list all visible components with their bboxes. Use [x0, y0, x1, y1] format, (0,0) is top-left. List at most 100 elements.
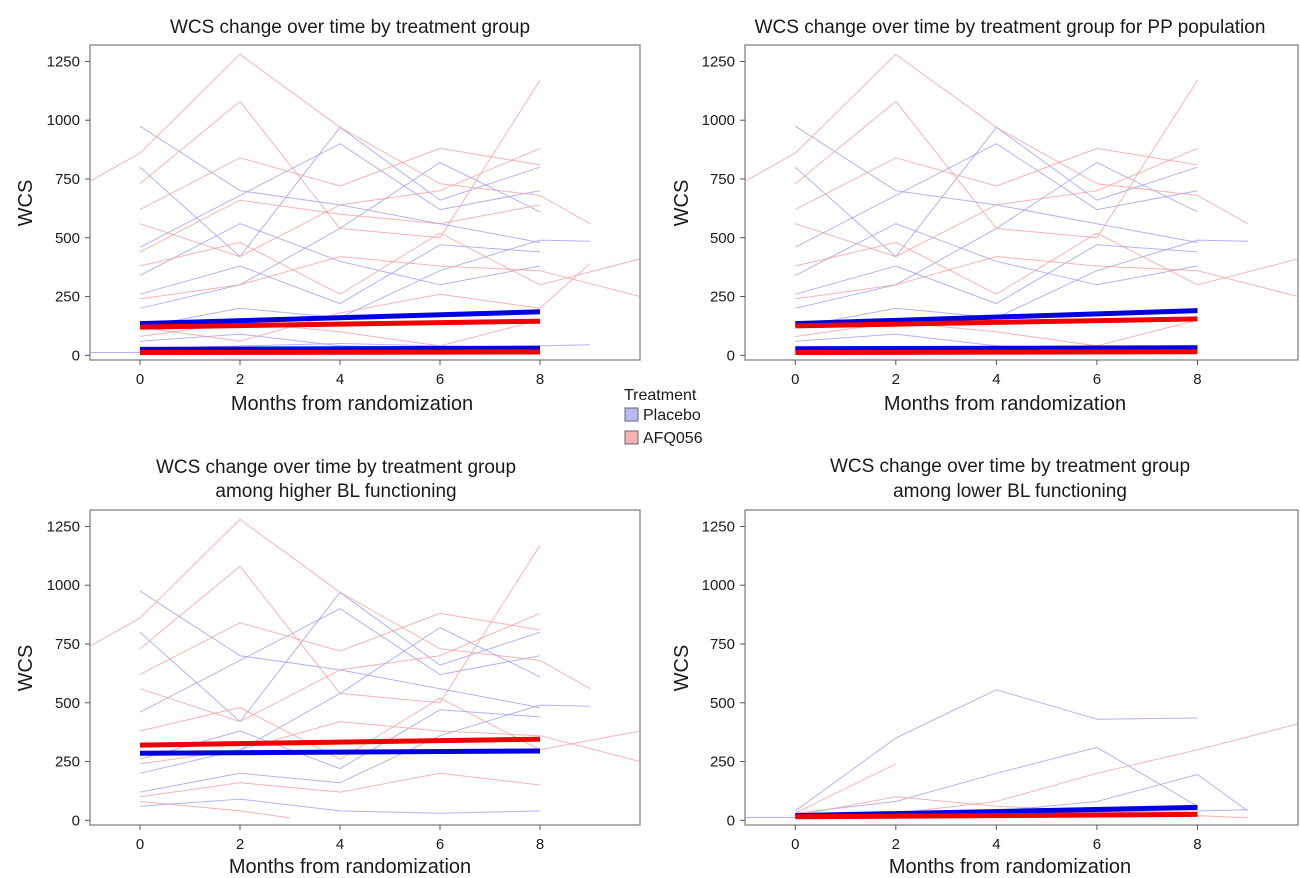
mean-line-afq056: [139, 736, 541, 748]
panel-title-line1: WCS change over time by treatment group: [156, 457, 516, 478]
panel-higher-bl: 0 2 4 6 8 0 250 500 750 1000 1250 WCS change over …: [15, 457, 641, 878]
x-tick-label: 8: [1193, 371, 1201, 388]
series-line-afq056: [139, 256, 641, 300]
series-line-placebo: [139, 143, 541, 248]
x-axis-label: Months from randomization: [889, 856, 1131, 878]
y-axis-label: WCS: [671, 180, 693, 227]
mean-line-placebo: [139, 748, 541, 756]
x-tick-label: 6: [1093, 836, 1101, 853]
series-line-afq056: [139, 263, 591, 342]
panel-lower-bl: 0 2 4 6 8 0 250 500 750 1000 1250 WCS change over …: [671, 456, 1299, 878]
series-line-afq056: [794, 80, 1198, 239]
series-line-placebo: [139, 244, 541, 305]
y-tick-label: 0: [72, 347, 80, 364]
y-axis-label: WCS: [671, 645, 693, 692]
x-tick-label: 8: [1193, 836, 1201, 853]
legend-swatch-placebo: [624, 407, 639, 422]
y-tick-label: 1250: [47, 518, 80, 535]
mean-line-afq056: [795, 316, 1198, 329]
series-line-placebo: [795, 746, 1198, 814]
x-tick-label: 0: [791, 371, 799, 388]
y-tick-label: 0: [727, 347, 735, 364]
x-tick-label: 0: [136, 836, 144, 853]
mean-line-afq056: [795, 349, 1198, 355]
mean-line-afq056: [139, 349, 541, 355]
y-tick-label: 250: [55, 289, 80, 306]
series-line-afq056: [139, 801, 291, 819]
x-tick-label: 8: [536, 371, 544, 388]
y-tick-label: 250: [55, 754, 80, 771]
series-line-placebo: [139, 239, 591, 328]
y-axis-label: WCS: [15, 180, 37, 227]
x-tick-label: 4: [336, 371, 344, 388]
x-tick-label: 0: [791, 836, 799, 853]
x-tick-label: 2: [892, 836, 900, 853]
mean-line-afq056: [795, 811, 1198, 820]
series-line-afq056: [139, 772, 541, 798]
x-tick-label: 4: [992, 371, 1000, 388]
y-tick-label: 1250: [702, 53, 735, 70]
panel-pp: 0 2 4 6 8 0 250 500 750 1000 1250 WCS change over …: [671, 17, 1299, 415]
series-line-placebo: [139, 798, 541, 814]
x-axis-label: Months from randomization: [884, 393, 1126, 415]
y-tick-label: 750: [710, 171, 735, 188]
panel-title-line2: among higher BL functioning: [215, 481, 456, 502]
series-line-afq056: [139, 80, 541, 239]
x-tick-label: 2: [236, 371, 244, 388]
y-tick-label: 0: [72, 812, 80, 829]
panel-title: WCS change over time by treatment group …: [755, 17, 1266, 38]
series-line-placebo: [795, 143, 1198, 248]
series-line-afq056: [139, 697, 641, 760]
plot-frame: [89, 509, 641, 826]
series-line-afq056: [795, 147, 1198, 211]
series-line-afq056: [139, 147, 541, 258]
y-tick-label: 750: [710, 636, 735, 653]
series-line-placebo: [139, 704, 591, 793]
y-tick-label: 1000: [702, 577, 735, 594]
series-line-placebo: [795, 689, 1198, 812]
legend-title: Treatment: [624, 387, 697, 404]
y-tick-label: 0: [727, 812, 735, 829]
panel-title-line2: among lower BL functioning: [893, 481, 1127, 502]
y-tick-label: 1000: [47, 112, 80, 129]
series-line-afq056: [139, 232, 641, 295]
series-line-afq056: [139, 147, 541, 211]
series-line-afq056: [744, 53, 1248, 225]
series-line-afq056: [795, 256, 1299, 300]
mean-line-afq056: [139, 318, 541, 330]
mean-line-placebo: [139, 345, 541, 352]
legend-swatch-afq056: [624, 430, 639, 445]
mean-line-placebo: [139, 309, 541, 327]
x-tick-label: 8: [536, 836, 544, 853]
series-line-afq056: [795, 763, 897, 814]
plot-frame: [89, 44, 641, 361]
series-line-afq056: [139, 612, 541, 676]
series-line-afq056: [795, 232, 1299, 295]
panel-title: WCS change over time by treatment group: [170, 17, 530, 38]
x-tick-label: 0: [136, 371, 144, 388]
series-line-placebo: [795, 244, 1198, 305]
panel-title-line1: WCS change over time by treatment group: [830, 456, 1190, 477]
plot-frame: [744, 509, 1299, 826]
y-tick-label: 500: [55, 230, 80, 247]
x-tick-label: 6: [436, 836, 444, 853]
x-tick-label: 6: [1093, 371, 1101, 388]
series-line-placebo: [139, 608, 541, 713]
x-tick-label: 4: [992, 836, 1000, 853]
y-tick-label: 750: [55, 636, 80, 653]
y-tick-label: 500: [710, 695, 735, 712]
y-tick-label: 250: [710, 289, 735, 306]
y-tick-label: 250: [710, 754, 735, 771]
y-tick-label: 1250: [702, 518, 735, 535]
series-line-afq056: [89, 518, 591, 690]
mean-line-placebo: [795, 308, 1198, 327]
series-line-afq056: [139, 612, 541, 723]
y-axis-label: WCS: [15, 645, 37, 692]
y-tick-label: 500: [710, 230, 735, 247]
legend: Treatment Placebo AFQ056: [624, 387, 703, 447]
panel-all: 0 2 4 6 8 0 250 500 750 1000 1250 WCS change over …: [15, 17, 641, 415]
y-tick-label: 1250: [47, 53, 80, 70]
x-tick-label: 2: [236, 836, 244, 853]
series-line-afq056: [89, 53, 591, 225]
